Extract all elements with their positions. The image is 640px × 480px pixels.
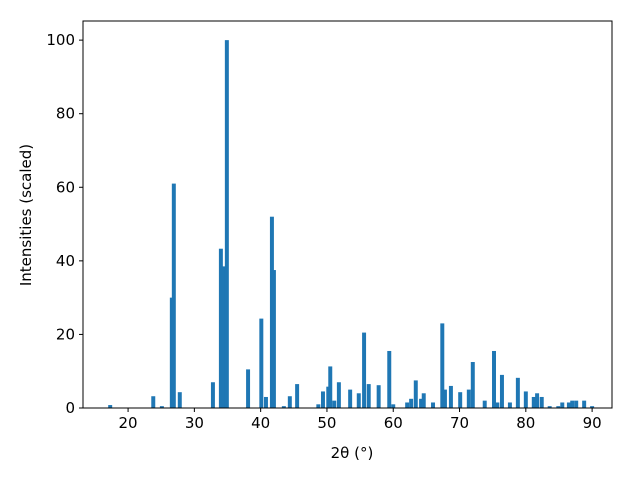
bar xyxy=(281,406,286,408)
y-tick-label: 100 xyxy=(46,31,75,49)
bar xyxy=(413,380,418,408)
x-tick-label: 80 xyxy=(516,414,535,432)
bar xyxy=(531,396,536,408)
bar xyxy=(499,374,504,408)
bar xyxy=(440,323,445,408)
bar xyxy=(482,400,487,408)
x-tick-label: 70 xyxy=(450,414,469,432)
x-tick-label: 20 xyxy=(119,414,138,432)
bar xyxy=(405,402,410,408)
x-tick-label: 50 xyxy=(317,414,336,432)
bar xyxy=(466,389,471,408)
bar xyxy=(442,389,447,408)
bar xyxy=(409,398,414,408)
bar xyxy=(224,40,229,409)
bar xyxy=(458,392,463,408)
y-tick-label: 20 xyxy=(56,325,75,343)
bar xyxy=(582,400,587,408)
bar xyxy=(259,318,264,408)
x-axis-label: 2θ (°) xyxy=(331,444,374,462)
bar xyxy=(492,350,496,408)
bar xyxy=(523,391,528,408)
bar xyxy=(574,400,579,408)
bar xyxy=(387,350,392,408)
bar xyxy=(348,389,353,408)
bar xyxy=(328,366,333,408)
y-axis-label: Intensities (scaled) xyxy=(17,144,35,286)
y-tick-label: 0 xyxy=(65,399,75,417)
bar xyxy=(171,183,176,408)
bar xyxy=(210,382,215,408)
bar xyxy=(376,385,381,408)
bar xyxy=(507,402,512,408)
plot-frame xyxy=(82,20,613,409)
bar xyxy=(470,362,475,408)
bar xyxy=(515,377,520,408)
bar xyxy=(547,406,552,408)
bar xyxy=(539,396,544,408)
bar xyxy=(362,332,367,408)
bar xyxy=(222,266,227,408)
bar xyxy=(177,392,182,408)
bar xyxy=(419,398,424,408)
bar xyxy=(263,396,268,408)
bar xyxy=(556,406,561,408)
bar xyxy=(391,404,396,408)
y-tick-label: 40 xyxy=(56,252,75,270)
x-tick-label: 60 xyxy=(384,414,403,432)
bar xyxy=(560,402,565,408)
bar xyxy=(332,400,337,408)
bar xyxy=(316,404,321,408)
bar xyxy=(320,391,325,408)
bar xyxy=(108,405,113,408)
y-tick-label: 80 xyxy=(56,105,75,123)
bar xyxy=(218,248,223,408)
bar xyxy=(421,393,426,408)
bar xyxy=(566,402,571,408)
bar xyxy=(246,369,251,408)
bar xyxy=(431,402,436,408)
bar xyxy=(151,396,156,408)
bar xyxy=(448,385,453,408)
bar xyxy=(295,384,300,408)
bar xyxy=(356,393,361,408)
bar xyxy=(271,270,276,408)
bar xyxy=(535,393,540,408)
bar xyxy=(287,396,292,408)
bar xyxy=(336,382,341,408)
bar xyxy=(590,406,595,408)
x-tick-label: 30 xyxy=(185,414,204,432)
x-tick-label: 90 xyxy=(583,414,602,432)
bar xyxy=(159,406,164,408)
bar xyxy=(366,384,371,408)
x-tick-label: 40 xyxy=(251,414,270,432)
bar xyxy=(570,400,575,408)
bar xyxy=(495,402,500,408)
y-tick-label: 60 xyxy=(56,178,75,196)
